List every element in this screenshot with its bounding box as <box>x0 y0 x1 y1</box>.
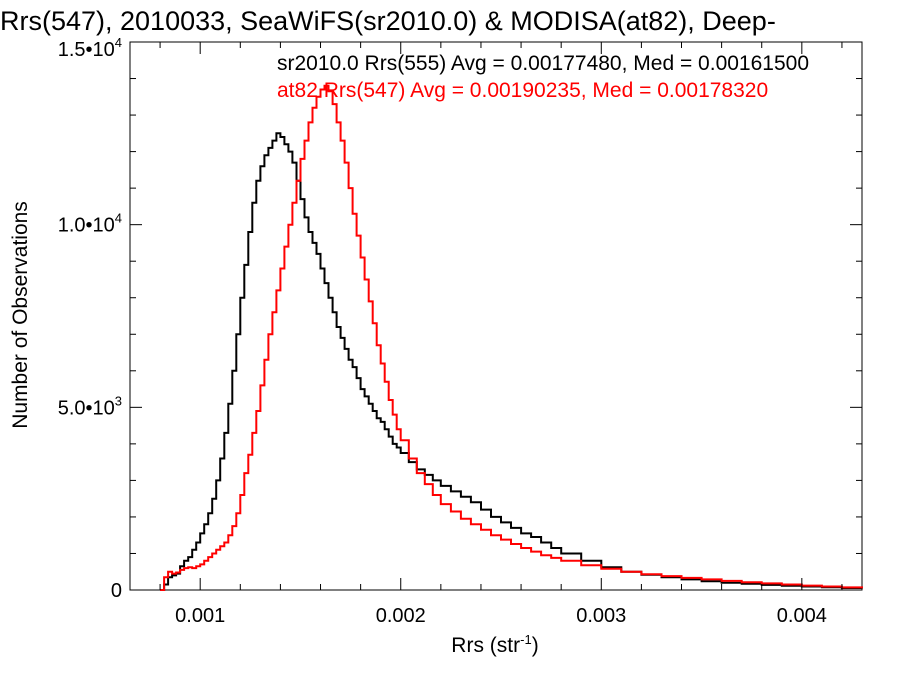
series-line-1 <box>160 84 863 591</box>
legend-entry-at82: at82 Rrs(547) Avg = 0.00190235, Med = 0.… <box>277 79 768 102</box>
x-tick-label: 0.001 <box>175 605 225 627</box>
y-axis-label: Number of Observations <box>9 201 32 429</box>
y-tick-label: 1.5•104 <box>58 35 122 61</box>
y-tick-label: 5.0•103 <box>58 393 122 419</box>
series-line-0 <box>160 132 863 591</box>
legend-entry-sr2010: sr2010.0 Rrs(555) Avg = 0.00177480, Med … <box>277 52 809 75</box>
series-layer <box>160 84 863 591</box>
chart-title: Rrs(547), 2010033, SeaWiFS(sr2010.0) & M… <box>0 6 776 36</box>
x-axis-label: Rrs (str-1) <box>451 632 538 657</box>
x-axis-ticks: 0.001 0.002 0.003 0.004 <box>159 42 843 627</box>
y-tick-label: 0 <box>111 580 122 602</box>
plot-frame <box>129 41 863 591</box>
y-tick-label: 1.0•104 <box>58 211 122 237</box>
x-tick-label: 0.002 <box>376 605 426 627</box>
y-axis-ticks: 0 5.0•103 1.0•104 1.5•104 <box>58 35 862 602</box>
x-tick-label: 0.004 <box>777 605 827 627</box>
plot-border <box>129 41 863 591</box>
x-tick-label: 0.003 <box>576 605 626 627</box>
